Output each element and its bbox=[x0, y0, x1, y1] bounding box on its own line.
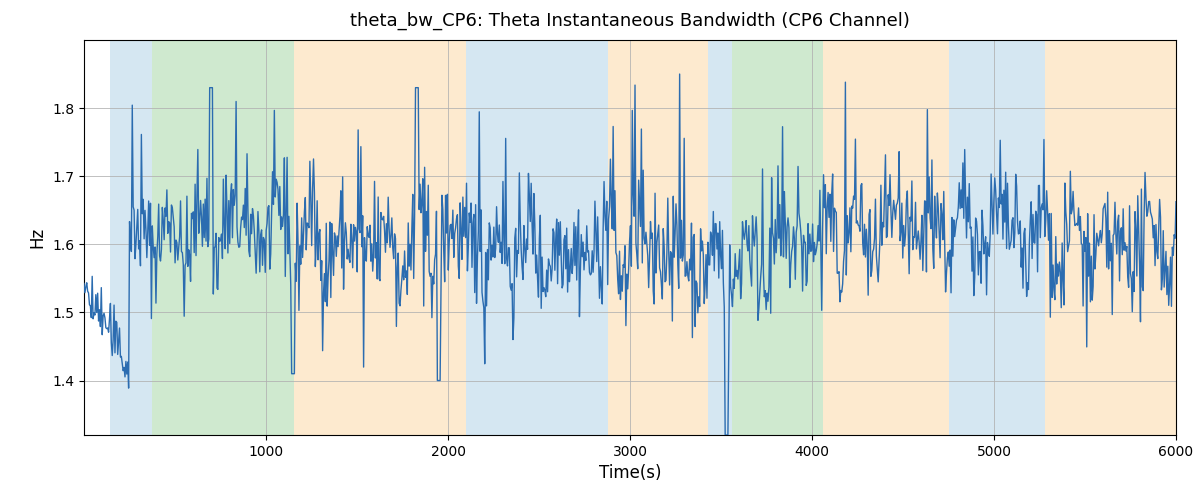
Bar bbox=[948, 40, 1045, 435]
Bar bbox=[708, 40, 732, 435]
Y-axis label: Hz: Hz bbox=[29, 227, 47, 248]
Bar bbox=[110, 40, 152, 435]
X-axis label: Time(s): Time(s) bbox=[599, 464, 661, 482]
Bar bbox=[823, 40, 948, 435]
Bar bbox=[152, 40, 294, 435]
Bar bbox=[1045, 40, 1176, 435]
Bar bbox=[294, 40, 467, 435]
Title: theta_bw_CP6: Theta Instantaneous Bandwidth (CP6 Channel): theta_bw_CP6: Theta Instantaneous Bandwi… bbox=[350, 12, 910, 30]
Bar bbox=[466, 40, 608, 435]
Bar bbox=[732, 40, 823, 435]
Bar bbox=[608, 40, 708, 435]
